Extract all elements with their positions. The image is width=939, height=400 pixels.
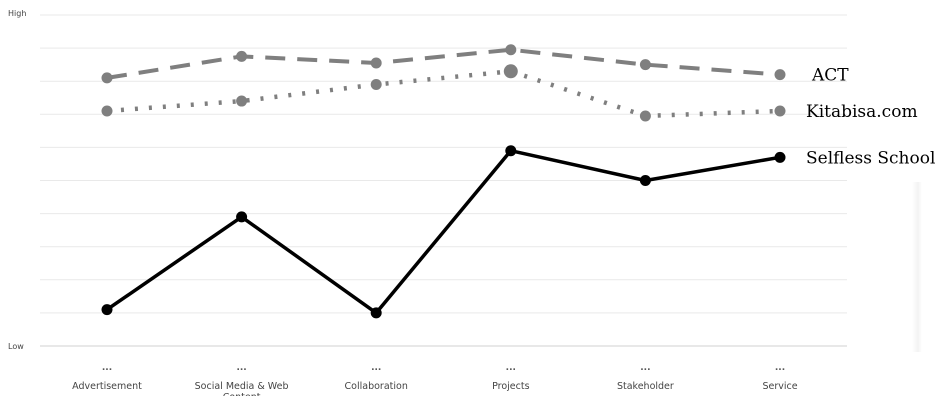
data-point [639,59,651,71]
x-tick-marker: ... [640,363,650,373]
data-point [505,145,517,157]
data-point [236,50,248,62]
legend-label: Kitabisa.com [806,102,918,122]
data-point [236,95,248,107]
series-selfless-school [101,145,786,319]
data-point [101,304,113,316]
data-point [503,64,518,79]
series-lines [101,44,786,319]
data-point [101,72,113,84]
edge-shadow [912,182,922,352]
legend-label: ACT [811,66,849,86]
x-tick-marker: ... [102,363,112,373]
legend: ACT Kitabisa.com Selfless School [806,66,935,169]
data-point [774,105,786,117]
grid-lines [40,14,847,347]
series-line [106,148,781,315]
series-line [106,47,781,80]
x-tick-label: Projects [492,381,530,392]
series-act [101,44,786,84]
data-point [370,307,382,319]
data-point [774,69,786,81]
data-point [236,211,248,223]
x-tick-marker: ... [775,363,785,373]
x-tick-label: Advertisement [72,381,142,392]
data-point [774,151,786,163]
series-line [106,69,781,119]
series-kitabisa-com [101,64,786,122]
x-tick-label: Service [762,381,797,392]
data-point [370,57,382,69]
legend-label: Selfless School [806,148,935,168]
x-tick-label: Collaboration [345,381,408,392]
x-tick-marker: ... [236,363,246,373]
x-tick-marker: ... [506,363,516,373]
x-tick-label: Social Media & WebContent [195,381,289,396]
data-point [639,175,651,186]
data-point [639,110,651,122]
data-point [370,79,382,91]
y-axis-label-high: High [8,9,26,18]
x-tick-marker: ... [371,363,381,373]
data-point [505,44,517,56]
y-axis-label-low: Low [8,342,24,351]
x-tick-label: Stakeholder [617,381,674,392]
data-point [101,105,113,117]
x-axis: ... Advertisement... Social Media & WebCon… [72,363,798,400]
